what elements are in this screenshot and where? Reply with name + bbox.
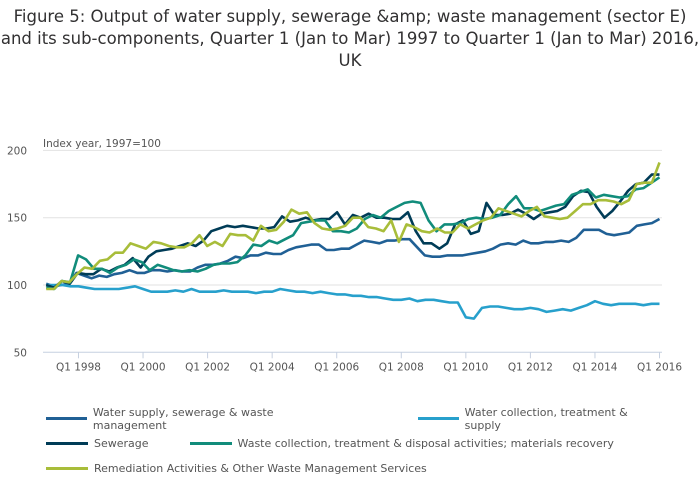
series-line-2[interactable]: [45, 173, 660, 290]
legend-label: Sewerage: [94, 437, 149, 450]
y-tick-label: 200: [7, 145, 27, 157]
series-line-1[interactable]: [46, 283, 660, 320]
x-tick-label: Q1 2010: [443, 361, 488, 373]
legend: Water supply, sewerage & waste managemen…: [46, 406, 686, 481]
x-tick-label: Q1 1998: [56, 361, 101, 373]
legend-swatch: [46, 467, 88, 470]
legend-swatch: [46, 417, 87, 420]
legend-item-sewerage[interactable]: Sewerage: [46, 437, 149, 450]
legend-item-waste-collection[interactable]: Waste collection, treatment & disposal a…: [189, 437, 614, 450]
x-tick-label: Q1 2008: [379, 361, 424, 373]
series-line-4[interactable]: [46, 162, 661, 291]
series-line-0[interactable]: [45, 217, 661, 288]
y-tick-label: 50: [14, 347, 27, 359]
legend-swatch: [417, 417, 459, 420]
x-tick-label: Q1 2002: [185, 361, 230, 373]
legend-item-remediation[interactable]: Remediation Activities & Other Waste Man…: [46, 462, 427, 475]
x-tick-label: Q1 2000: [121, 361, 166, 373]
legend-item-water-supply-sewerage-waste[interactable]: Water supply, sewerage & waste managemen…: [46, 406, 344, 432]
x-tick-label: Q1 2006: [314, 361, 359, 373]
legend-item-water-collection[interactable]: Water collection, treatment & supply: [417, 405, 662, 432]
y-tick-label: 150: [7, 213, 27, 225]
y-tick-label: 100: [7, 280, 27, 292]
chart-title: Figure 5: Output of water supply, sewera…: [0, 7, 700, 70]
legend-swatch: [189, 442, 232, 445]
series-line-3[interactable]: [45, 176, 661, 291]
y-axis-label: Index year, 1997=100: [43, 138, 161, 150]
x-tick-label: Q1 2012: [508, 361, 553, 373]
legend-label: Remediation Activities & Other Waste Man…: [94, 462, 427, 475]
x-tick-label: Q1 2004: [250, 361, 295, 373]
x-tick-label: Q1 2016: [637, 361, 682, 373]
legend-swatch: [46, 442, 88, 445]
x-tick-label: Q1 2014: [572, 361, 617, 373]
line-chart: 50 100 150 200 Q1 1998 Q1 2000 Q1 2002 Q1 2004…: [7, 138, 682, 373]
legend-label: Water collection, treatment & supply: [464, 405, 628, 432]
legend-label: Waste collection, treatment & disposal a…: [237, 437, 614, 450]
legend-label: Water supply, sewerage & waste managemen…: [92, 405, 274, 432]
